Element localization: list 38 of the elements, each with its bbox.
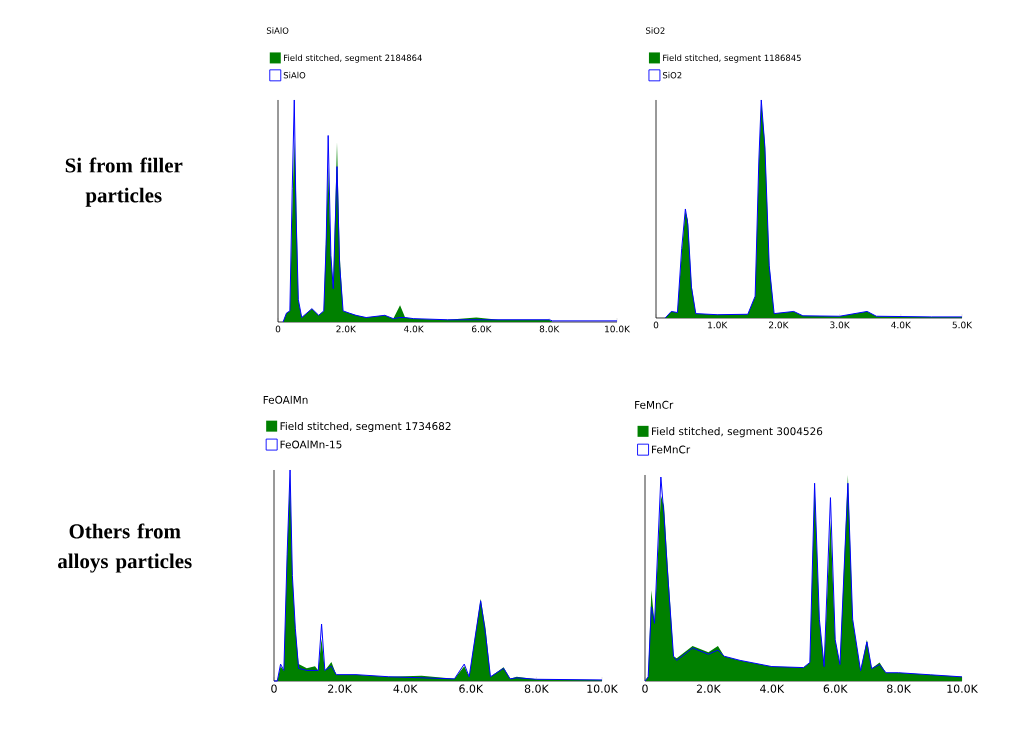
x-tick-label: 4.0K	[760, 684, 785, 693]
x-tick-label: 8.0K	[539, 325, 560, 333]
x-tick-label: 3.0K	[830, 321, 850, 329]
legend-label: SiAlO	[283, 71, 306, 79]
x-tick-label: 10.0K	[605, 325, 631, 333]
chart-title: SiAlO	[266, 27, 289, 34]
x-tick-label: 10.0K	[587, 684, 619, 693]
x-tick-label: 2.0K	[328, 684, 353, 693]
x-tick-label: 0	[271, 684, 277, 693]
x-tick-label: 2.0K	[696, 684, 721, 693]
x-tick-label: 6.0K	[471, 325, 492, 333]
chart-title: SiO2	[646, 27, 665, 34]
x-tick-label: 5.0K	[952, 321, 973, 329]
x-tick-label: 4.0K	[393, 684, 418, 693]
x-tick-label: 6.0K	[823, 684, 848, 693]
x-tick-label: 1.0K	[708, 321, 728, 329]
text: Others from alloys particles	[58, 523, 192, 573]
legend-label: FeOAlMn-15	[280, 440, 342, 449]
x-tick-label: 4.0K	[403, 325, 424, 333]
x-tick-label: 2.0K	[336, 325, 357, 333]
x-tick-label: 2.0K	[769, 321, 789, 329]
x-tick-label: 6.0K	[459, 684, 484, 693]
x-tick-label: 8.0K	[887, 684, 912, 693]
legend-label: FeMnCr	[652, 445, 691, 454]
chart-title: FeOAlMn	[263, 395, 308, 404]
x-tick-label: 10.0K	[947, 684, 979, 693]
legend-label: Field stitched, segment 1186845	[663, 54, 801, 63]
x-tick-label: 0	[275, 325, 281, 333]
legend-label: Field stitched, segment 2184864	[284, 54, 422, 63]
x-tick-label: 8.0K	[524, 684, 549, 693]
legend-label: SiO2	[662, 71, 682, 79]
legend-label: Field stitched, segment 1734682	[280, 421, 451, 433]
x-tick-label: 4.0K	[891, 321, 912, 329]
chart-title: FeMnCr	[635, 400, 674, 409]
x-tick-label: 0	[642, 684, 648, 693]
text: Si from filler particles	[65, 157, 183, 207]
legend-label: Field stitched, segment 3004526	[652, 427, 823, 438]
x-tick-label: 0	[653, 321, 659, 329]
